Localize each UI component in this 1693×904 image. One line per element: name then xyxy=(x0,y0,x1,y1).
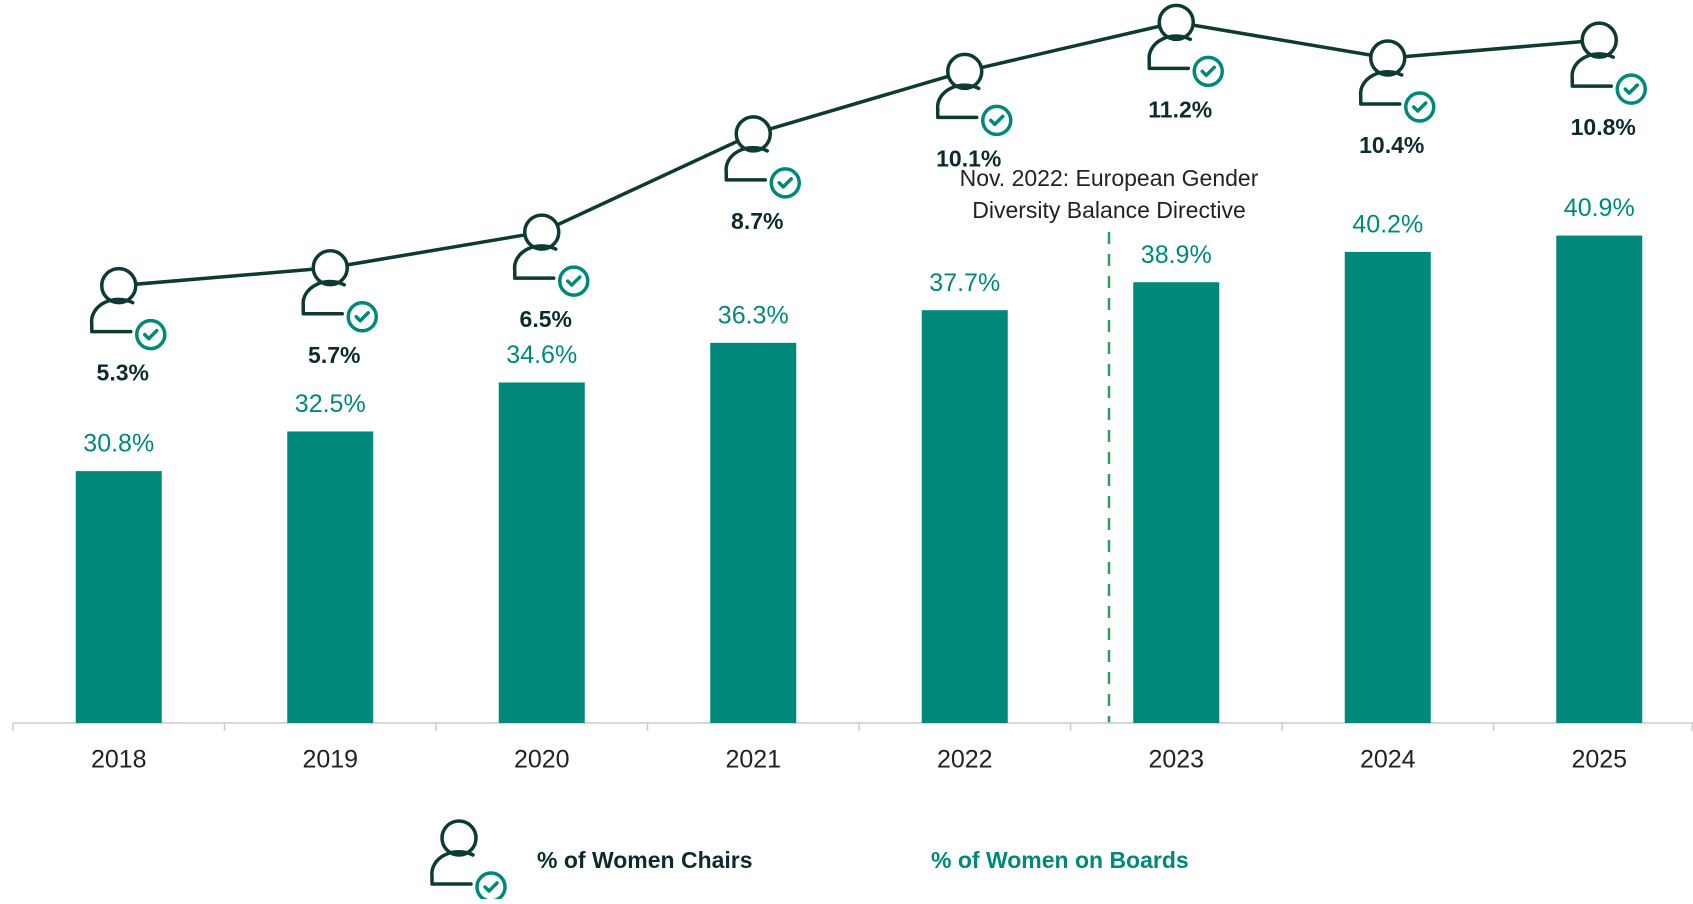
person-head xyxy=(523,213,561,251)
bar xyxy=(75,471,162,723)
check-mark xyxy=(1412,101,1428,113)
person-body xyxy=(935,83,981,120)
x-tick-label: 2018 xyxy=(91,746,147,774)
person-body xyxy=(430,850,475,886)
bar-value-label: 36.3% xyxy=(718,301,789,329)
line-value-label: 6.5% xyxy=(520,306,572,332)
person-head xyxy=(734,115,772,153)
chair-marker xyxy=(935,52,1013,137)
line-value-label: 10.1% xyxy=(936,145,1001,171)
check-mark xyxy=(143,328,159,341)
chair-marker xyxy=(301,249,378,333)
bar xyxy=(498,382,585,723)
person-head xyxy=(1369,39,1407,77)
person-head xyxy=(100,266,138,305)
legend-label: % of Women Chairs xyxy=(537,847,753,873)
legend-label: % of Women on Boards xyxy=(931,847,1189,873)
bar xyxy=(1133,282,1220,723)
person-head xyxy=(1580,21,1618,59)
chair-marker xyxy=(89,266,167,351)
check-mark xyxy=(1200,65,1216,78)
person-body xyxy=(1570,52,1615,88)
chair-marker xyxy=(1358,39,1436,123)
person-body xyxy=(89,297,135,334)
person-head xyxy=(1157,3,1195,42)
bar-value-label: 30.8% xyxy=(83,430,154,458)
bar-value-label: 32.5% xyxy=(295,390,366,418)
x-tick-label: 2021 xyxy=(725,746,781,774)
bar xyxy=(1556,235,1643,724)
check-mark xyxy=(777,177,793,189)
line-value-label: 8.7% xyxy=(731,208,783,234)
check-mark xyxy=(354,311,370,323)
bar xyxy=(1344,251,1431,724)
bar xyxy=(287,431,374,723)
check-mark xyxy=(566,275,582,287)
chair-marker xyxy=(512,213,590,297)
bar xyxy=(921,310,1008,723)
bar-value-label: 38.9% xyxy=(1141,241,1212,269)
bar xyxy=(710,342,797,723)
person-body xyxy=(301,279,346,316)
bar-value-label: 40.9% xyxy=(1564,194,1635,222)
annotation-line: Diversity Balance Directive xyxy=(972,197,1246,223)
line-value-label: 5.3% xyxy=(97,360,149,386)
person-head xyxy=(440,819,478,857)
person-body xyxy=(724,145,769,182)
line-value-label: 5.7% xyxy=(308,342,360,368)
bar-value-label: 40.2% xyxy=(1352,210,1423,238)
x-tick-label: 2023 xyxy=(1148,746,1204,774)
annotation-line: Nov. 2022: European Gender xyxy=(960,165,1259,191)
x-tick-label: 2024 xyxy=(1360,746,1416,774)
chair-marker xyxy=(1570,21,1647,105)
person-body xyxy=(512,244,558,280)
chair-marker xyxy=(1147,3,1224,88)
chair-marker xyxy=(724,115,801,199)
bar-value-label: 37.7% xyxy=(929,269,1000,297)
line-value-label: 11.2% xyxy=(1148,96,1212,122)
check-mark xyxy=(483,881,499,893)
x-tick-label: 2025 xyxy=(1571,746,1627,774)
person-head xyxy=(311,249,349,287)
person-body xyxy=(1358,70,1404,106)
x-tick-label: 2022 xyxy=(937,746,993,774)
check-mark xyxy=(1623,83,1639,95)
bar-value-label: 34.6% xyxy=(506,341,577,369)
x-tick-label: 2019 xyxy=(302,746,358,774)
check-mark xyxy=(989,114,1005,127)
chairs-line xyxy=(118,20,1600,288)
x-tick-label: 2020 xyxy=(514,746,570,774)
line-value-label: 10.4% xyxy=(1359,132,1424,158)
line-value-label: 10.8% xyxy=(1571,114,1636,140)
legend-icon xyxy=(430,819,507,903)
person-head xyxy=(946,52,984,91)
person-body xyxy=(1147,34,1192,71)
check-badge xyxy=(475,871,507,903)
